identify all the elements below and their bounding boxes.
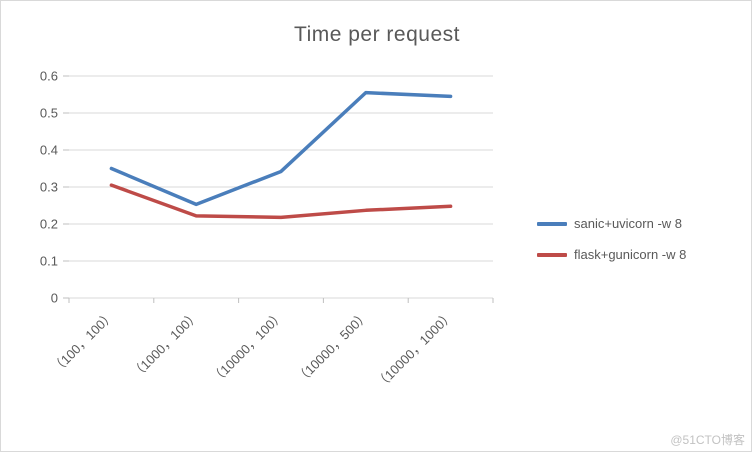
legend-item: flask+gunicorn -w 8: [537, 247, 686, 262]
y-tick-label: 0: [51, 291, 58, 306]
watermark: @51CTO博客: [670, 433, 745, 447]
y-tick-label: 0.4: [40, 143, 58, 158]
y-tick-label: 0.1: [40, 254, 58, 269]
series-line: [109, 183, 453, 220]
legend-item: sanic+uvicorn -w 8: [537, 216, 686, 231]
y-tick-label: 0.2: [40, 217, 58, 232]
x-category-label: （1000，100）: [128, 308, 202, 382]
y-tick-label: 0.3: [40, 180, 58, 195]
x-category-label: （10000，500）: [293, 308, 372, 387]
x-category-label: （100，100）: [49, 308, 118, 377]
legend: sanic+uvicorn -w 8 flask+gunicorn -w 8: [537, 216, 686, 262]
y-tick-label: 0.5: [40, 106, 58, 121]
x-category-label: （10000，1000）: [373, 308, 457, 392]
y-tick-label: 0.6: [40, 69, 58, 84]
legend-label: sanic+uvicorn -w 8: [574, 216, 683, 231]
legend-swatch: [537, 221, 567, 226]
legend-swatch: [537, 252, 567, 257]
chart-title: Time per request: [294, 23, 460, 46]
legend-label: flask+gunicorn -w 8: [574, 247, 687, 262]
series-line: [109, 90, 453, 207]
x-category-label: （10000，100）: [208, 308, 287, 387]
